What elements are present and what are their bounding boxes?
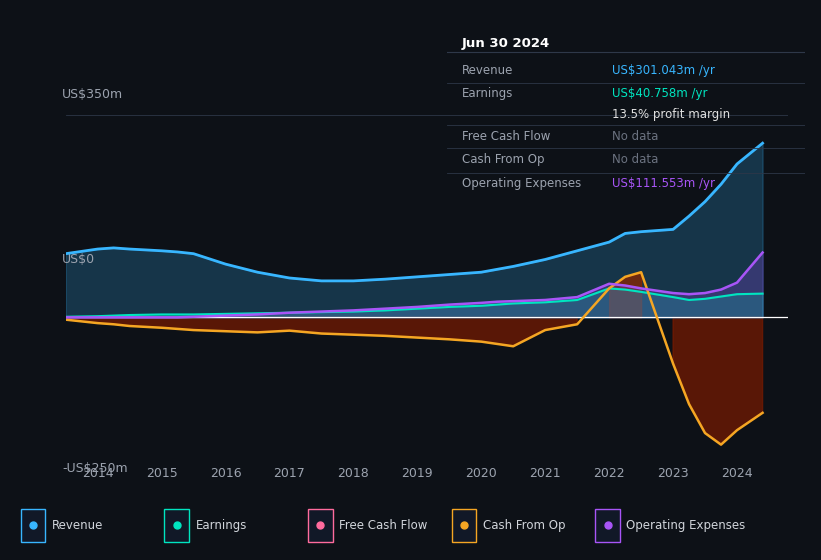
Text: Revenue: Revenue <box>461 64 513 77</box>
Text: Jun 30 2024: Jun 30 2024 <box>461 36 550 49</box>
Bar <box>164 509 189 542</box>
Text: -US$250m: -US$250m <box>62 462 128 475</box>
Text: Cash From Op: Cash From Op <box>483 519 565 532</box>
Text: US$350m: US$350m <box>62 88 123 101</box>
Text: No data: No data <box>612 153 658 166</box>
Text: Earnings: Earnings <box>195 519 247 532</box>
Text: No data: No data <box>612 130 658 143</box>
Bar <box>452 509 476 542</box>
Text: Free Cash Flow: Free Cash Flow <box>461 130 550 143</box>
Text: Free Cash Flow: Free Cash Flow <box>339 519 428 532</box>
Bar <box>21 509 45 542</box>
Text: Operating Expenses: Operating Expenses <box>461 177 581 190</box>
Text: Earnings: Earnings <box>461 87 513 100</box>
Text: Revenue: Revenue <box>52 519 103 532</box>
Text: US$40.758m /yr: US$40.758m /yr <box>612 87 707 100</box>
Text: Cash From Op: Cash From Op <box>461 153 544 166</box>
Text: US$111.553m /yr: US$111.553m /yr <box>612 177 715 190</box>
Text: 13.5% profit margin: 13.5% profit margin <box>612 108 730 120</box>
Text: US$301.043m /yr: US$301.043m /yr <box>612 64 714 77</box>
Text: Operating Expenses: Operating Expenses <box>626 519 745 532</box>
Bar <box>308 509 333 542</box>
Bar <box>595 509 620 542</box>
Text: US$0: US$0 <box>62 253 95 266</box>
